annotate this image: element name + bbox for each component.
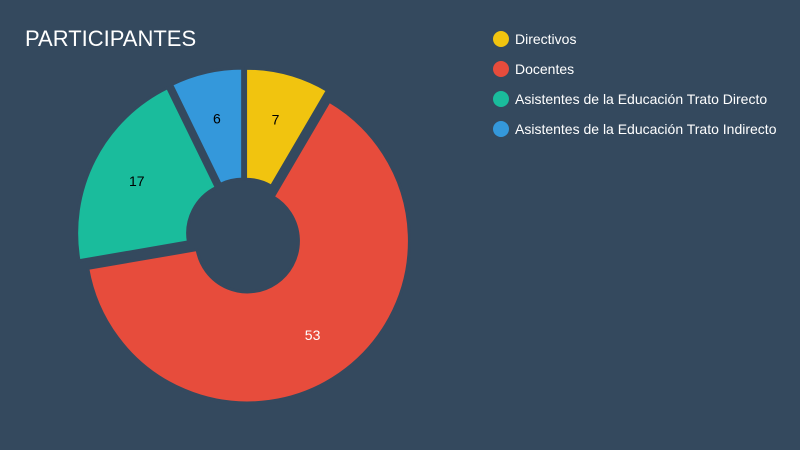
slice-value-label: 6 [213, 111, 221, 127]
legend-label: Directivos [515, 31, 577, 47]
legend-label: Docentes [515, 61, 575, 77]
legend-swatch [493, 31, 509, 47]
legend-label: Asistentes de la Educación Trato Indirec… [515, 121, 777, 137]
legend-label: Asistentes de la Educación Trato Directo [515, 91, 768, 107]
pie-slice-directivos[interactable] [244, 66, 330, 189]
slice-value-label: 7 [272, 112, 280, 128]
legend-item[interactable]: Directivos [493, 24, 776, 54]
legend-item[interactable]: Docentes [493, 54, 776, 84]
legend-swatch [493, 121, 509, 137]
pie-slice-asistentes-de-la-educaci-n-trato-directo[interactable] [75, 85, 219, 263]
chart-legend: Directivos Docentes Asistentes de la Educa… [493, 24, 776, 144]
pie-slice-asistentes-de-la-educaci-n-trato-indirecto[interactable] [169, 66, 245, 187]
slice-value-label: 53 [305, 327, 321, 343]
chart-title: PARTICIPANTES [25, 26, 197, 51]
legend-swatch [493, 61, 509, 77]
legend-item[interactable]: Asistentes de la Educación Trato Directo [493, 84, 776, 114]
slice-value-label: 17 [129, 173, 145, 189]
legend-swatch [493, 91, 509, 107]
legend-item[interactable]: Asistentes de la Educación Trato Indirec… [493, 114, 776, 144]
pie-slice-docentes[interactable] [86, 99, 411, 405]
